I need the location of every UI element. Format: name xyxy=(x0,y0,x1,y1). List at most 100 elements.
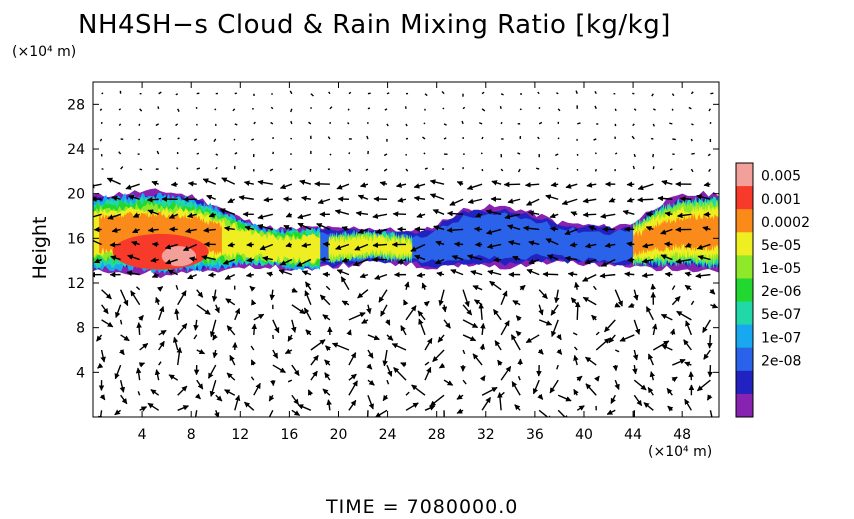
wind-vector xyxy=(633,394,643,407)
wind-vector xyxy=(93,258,102,264)
wind-vector xyxy=(610,394,616,404)
wind-vector xyxy=(575,90,578,94)
wind-vector xyxy=(422,136,426,140)
wind-vector xyxy=(443,319,451,329)
wind-vector xyxy=(355,210,369,217)
wind-vector xyxy=(386,92,390,95)
wind-vector xyxy=(209,319,217,338)
wind-vector xyxy=(380,304,388,317)
wind-vector xyxy=(467,254,483,261)
wind-vector xyxy=(301,270,312,276)
wind-vector xyxy=(335,243,350,251)
wind-vector xyxy=(570,297,578,306)
wind-vector xyxy=(175,284,179,290)
wind-vector xyxy=(400,325,407,336)
wind-vector xyxy=(187,181,197,187)
wind-vector xyxy=(450,269,464,276)
wind-vector xyxy=(462,289,470,308)
wind-vector xyxy=(632,165,635,170)
wind-vector xyxy=(120,394,128,405)
wind-vector xyxy=(386,334,394,341)
wind-vector xyxy=(478,302,484,320)
wind-vector xyxy=(244,401,255,411)
wind-vector xyxy=(517,375,521,381)
wind-vector xyxy=(537,348,544,355)
wind-vector xyxy=(504,213,521,220)
wind-vector xyxy=(671,93,675,97)
wind-vector xyxy=(550,304,559,316)
wind-vector xyxy=(101,304,109,315)
wind-vector xyxy=(316,223,331,231)
wind-vector xyxy=(500,121,503,125)
wind-vector xyxy=(690,168,694,173)
wind-vector xyxy=(325,285,331,291)
wind-vector xyxy=(462,304,473,316)
wind-vector xyxy=(375,228,388,234)
wind-vector xyxy=(324,372,331,381)
wind-vector xyxy=(424,405,436,411)
wind-vector xyxy=(234,394,241,411)
wind-vector xyxy=(594,152,597,155)
wind-vector xyxy=(576,153,579,156)
wind-vector xyxy=(526,198,540,206)
wind-vector xyxy=(174,308,180,320)
wind-vector xyxy=(107,213,121,220)
wind-vector xyxy=(395,182,407,188)
wind-vector xyxy=(326,399,332,411)
wind-vector xyxy=(417,310,426,321)
wind-vector xyxy=(348,380,358,396)
wind-vector xyxy=(214,410,220,417)
wind-vector xyxy=(633,108,637,111)
wind-vector xyxy=(667,405,674,412)
wind-vector xyxy=(594,90,597,95)
wind-vector xyxy=(507,198,521,204)
wind-vector xyxy=(632,364,638,375)
y-tick-label: 16 xyxy=(67,231,85,247)
wind-vector xyxy=(177,137,180,140)
wind-vector xyxy=(500,290,508,306)
wind-vector xyxy=(215,394,223,402)
colorbar-label: 0.005 xyxy=(761,169,801,185)
wind-vector xyxy=(707,153,711,157)
wind-vector xyxy=(251,323,258,335)
wind-vector xyxy=(405,402,419,411)
wind-vector xyxy=(442,107,445,110)
wind-vector xyxy=(614,108,617,112)
x-tick-label: 16 xyxy=(280,427,298,443)
wind-vector xyxy=(523,225,540,232)
wind-vector xyxy=(691,123,694,126)
wind-vector xyxy=(93,182,102,189)
wind-vector xyxy=(185,227,197,234)
wind-vector xyxy=(301,242,311,248)
wind-vector xyxy=(451,254,464,261)
wind-vector xyxy=(226,372,236,381)
wind-vector xyxy=(272,319,280,334)
wind-vector xyxy=(168,374,179,381)
wind-vector xyxy=(703,349,711,360)
wind-vector xyxy=(671,376,678,383)
wind-vector xyxy=(391,343,407,351)
wind-vector xyxy=(322,388,331,396)
wind-vector xyxy=(652,108,656,111)
wind-vector xyxy=(203,227,216,233)
wind-vector xyxy=(429,193,445,200)
wind-vector xyxy=(641,272,654,279)
wind-vector xyxy=(416,212,426,219)
wind-vector xyxy=(305,329,312,336)
wind-vector xyxy=(119,319,123,325)
wind-vector xyxy=(489,280,502,291)
wind-vector xyxy=(245,272,254,278)
wind-vector xyxy=(416,272,426,278)
wind-vector xyxy=(690,300,695,306)
wind-vector xyxy=(550,181,559,188)
wind-vector xyxy=(473,299,483,306)
wind-vector xyxy=(348,399,357,411)
wind-vector xyxy=(410,243,426,252)
wind-vector xyxy=(462,106,466,110)
wind-vector xyxy=(372,242,388,248)
wind-vector xyxy=(357,228,369,234)
wind-vector xyxy=(594,105,597,110)
wind-vector xyxy=(115,304,122,319)
wind-vector xyxy=(139,108,143,112)
wind-vector xyxy=(359,272,369,279)
